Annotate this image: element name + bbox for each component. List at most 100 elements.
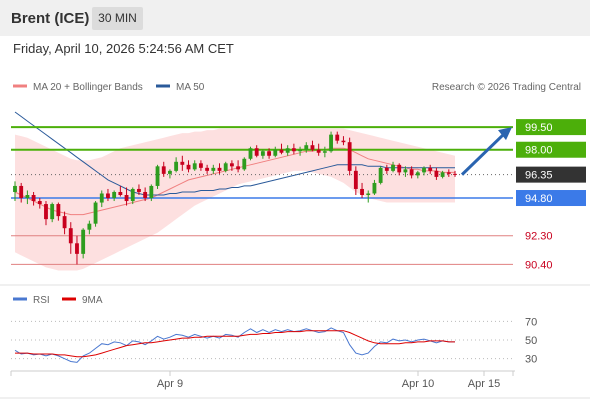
timeframe-button[interactable]: 30 MIN bbox=[92, 7, 143, 30]
candle bbox=[137, 184, 141, 195]
level-box-94-80 bbox=[516, 190, 586, 207]
candle bbox=[217, 163, 222, 174]
candle bbox=[186, 160, 191, 173]
level-label-98-00: 98.00 bbox=[525, 145, 553, 157]
level-label-92-30: 92.30 bbox=[525, 231, 553, 243]
candle bbox=[56, 202, 61, 221]
projection-arrow-shaft bbox=[460, 131, 508, 176]
candle bbox=[99, 190, 104, 208]
rsi-panel: 70 50 30 bbox=[11, 316, 537, 366]
header-bar: Brent (ICE) 30 MIN bbox=[0, 0, 590, 36]
x-tick-label: Apr 9 bbox=[157, 378, 183, 390]
candle bbox=[291, 143, 296, 155]
rsi-tick-30: 30 bbox=[525, 354, 537, 366]
candle bbox=[124, 187, 129, 206]
candle bbox=[198, 160, 203, 171]
candle bbox=[155, 164, 160, 189]
candle bbox=[322, 146, 327, 158]
candle bbox=[347, 137, 352, 176]
ma50-line bbox=[14, 111, 455, 196]
candle bbox=[149, 184, 154, 202]
level-label-96-35: 96.35 bbox=[525, 170, 553, 182]
candle bbox=[37, 198, 42, 209]
candle bbox=[397, 163, 402, 176]
candle bbox=[428, 164, 433, 174]
candle bbox=[335, 131, 340, 144]
candle bbox=[453, 170, 457, 177]
candle bbox=[81, 228, 86, 259]
candle bbox=[130, 187, 135, 205]
candle bbox=[174, 157, 179, 173]
level-box-99-50 bbox=[516, 119, 586, 136]
level-label-99-50: 99.50 bbox=[525, 122, 553, 134]
bollinger-band bbox=[15, 128, 455, 271]
candle bbox=[180, 155, 185, 171]
candle bbox=[50, 202, 55, 223]
candle bbox=[87, 220, 92, 235]
9ma-series-line bbox=[15, 330, 455, 358]
candle bbox=[372, 179, 377, 195]
candle bbox=[267, 148, 272, 159]
candle bbox=[205, 164, 210, 174]
level-label-90-40: 90.40 bbox=[525, 259, 553, 271]
moving-averages bbox=[14, 111, 455, 216]
projection-arrow bbox=[460, 127, 512, 176]
rsi-tick-50: 50 bbox=[525, 335, 537, 347]
candle bbox=[310, 140, 315, 152]
candle bbox=[298, 146, 302, 156]
rsi9ma-legend-label: 9MA bbox=[82, 295, 103, 306]
candle bbox=[192, 160, 197, 171]
candle bbox=[415, 170, 420, 179]
candle bbox=[168, 169, 172, 179]
x-tick-label: Apr 10 bbox=[402, 378, 434, 390]
ma20-legend-label: MA 20 + Bollinger Bands bbox=[33, 82, 143, 93]
candle bbox=[353, 166, 358, 195]
candle bbox=[229, 160, 234, 171]
price-level-labels: 99.50 98.00 96.35 94.80 92.30 90.40 bbox=[516, 119, 586, 271]
ma50-legend-label: MA 50 bbox=[176, 82, 205, 93]
candle bbox=[25, 190, 30, 205]
ma20-line bbox=[14, 147, 455, 216]
level-label-94-80: 94.80 bbox=[525, 193, 553, 205]
candle bbox=[13, 181, 17, 202]
rsi-tick-70: 70 bbox=[525, 316, 537, 328]
candle bbox=[106, 188, 110, 202]
candle bbox=[236, 160, 241, 173]
candle bbox=[409, 166, 414, 179]
candle bbox=[378, 166, 383, 185]
candle bbox=[93, 201, 98, 227]
candle bbox=[341, 136, 346, 146]
candle bbox=[44, 201, 48, 226]
candle bbox=[285, 145, 290, 156]
candle bbox=[304, 142, 309, 153]
candle bbox=[260, 149, 265, 159]
candle bbox=[161, 161, 166, 177]
candle bbox=[242, 157, 247, 171]
candle bbox=[279, 143, 284, 155]
candle bbox=[254, 145, 259, 158]
candle bbox=[273, 146, 278, 158]
candle bbox=[112, 190, 117, 202]
candle bbox=[211, 164, 216, 174]
copyright-label: Research © 2026 Trading Central bbox=[432, 82, 581, 93]
candle bbox=[360, 182, 364, 199]
x-axis: Apr 9 Apr 10 Apr 15 bbox=[10, 371, 514, 390]
projection-arrow-head bbox=[498, 127, 512, 141]
candle bbox=[248, 146, 253, 161]
candle bbox=[446, 169, 451, 177]
candle bbox=[329, 131, 333, 153]
candle bbox=[62, 211, 67, 235]
candle bbox=[143, 187, 148, 202]
level-box-96-35 bbox=[516, 166, 586, 183]
candle bbox=[316, 143, 321, 156]
timestamp-label: Friday, April 10, 2026 5:24:56 AM CET bbox=[13, 41, 234, 56]
candlesticks bbox=[13, 131, 457, 265]
candle bbox=[19, 182, 24, 203]
candle bbox=[118, 185, 123, 197]
level-box-98-00 bbox=[516, 141, 586, 158]
candle bbox=[434, 167, 439, 180]
candle bbox=[422, 166, 426, 176]
candle bbox=[75, 235, 79, 265]
candle bbox=[391, 161, 395, 173]
